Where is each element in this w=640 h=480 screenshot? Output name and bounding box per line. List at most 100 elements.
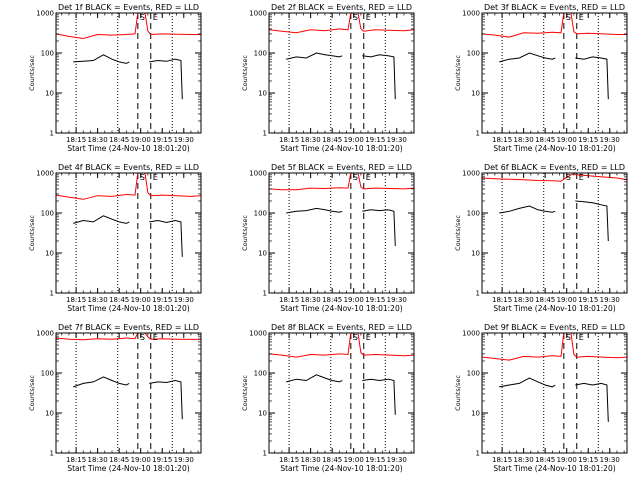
y-tick-label: 1 (263, 130, 267, 138)
y-axis-label: Counts/sec (28, 375, 36, 411)
y-tick-label: 100 (41, 370, 54, 378)
y-tick-label: 10 (45, 90, 54, 98)
plot-area (56, 173, 201, 293)
x-tick-label: 18:15 (279, 136, 299, 144)
plot-area (482, 173, 627, 293)
x-tick-label: 18:15 (492, 296, 512, 304)
plot-frame (268, 172, 415, 294)
y-axis-label: Counts/sec (454, 215, 462, 251)
y-tick-label: 100 (254, 210, 267, 218)
x-tick-label: 18:15 (66, 136, 86, 144)
y-tick-label: 1000 (462, 10, 480, 18)
panel-title: Det 2f BLACK = Events, RED = LLD (271, 3, 412, 12)
series-events-line (73, 215, 130, 224)
panel-title: Det 7f BLACK = Events, RED = LLD (58, 323, 199, 332)
y-tick-label: 10 (258, 250, 267, 258)
marker-label-e: E (153, 13, 158, 22)
marker-label-e: E (579, 333, 584, 342)
marker-label-e: E (579, 173, 584, 182)
marker-label-s: S (566, 333, 571, 342)
x-tick-label: 18:45 (109, 456, 129, 464)
x-tick-label: 19:15 (152, 136, 172, 144)
y-tick-label: 100 (467, 210, 480, 218)
y-axis-label: Counts/sec (241, 55, 249, 91)
marker-label-e: E (366, 333, 371, 342)
x-tick-label: 18:45 (109, 296, 129, 304)
x-tick-label: 19:15 (365, 456, 385, 464)
x-tick-label: 18:30 (88, 456, 108, 464)
series-events-line (499, 52, 556, 63)
y-tick-label: 100 (467, 50, 480, 58)
series-events-line (73, 54, 130, 64)
x-axis-label: Start Time (24-Nov-10 18:01:20) (67, 144, 189, 153)
x-tick-label: 19:15 (578, 296, 598, 304)
y-tick-label: 1000 (462, 330, 480, 338)
plot-frame (55, 332, 202, 454)
series-events-line (149, 58, 183, 100)
plot-frame (481, 172, 628, 294)
plot-area (269, 173, 414, 293)
y-tick-label: 10 (45, 410, 54, 418)
x-tick-label: 19:00 (131, 456, 151, 464)
x-tick-label: 19:15 (365, 136, 385, 144)
plot-frame (55, 172, 202, 294)
y-tick-label: 1 (476, 290, 480, 298)
y-tick-label: 1 (50, 290, 54, 298)
x-tick-label: 18:45 (535, 136, 555, 144)
series-lld-line (56, 333, 201, 341)
x-tick-label: 18:15 (66, 456, 86, 464)
series-events-line (362, 378, 396, 415)
x-tick-label: 19:00 (344, 456, 364, 464)
series-events-line (499, 205, 556, 214)
y-tick-label: 10 (258, 410, 267, 418)
x-tick-label: 18:15 (492, 456, 512, 464)
x-tick-label: 19:30 (387, 136, 407, 144)
series-events-line (499, 377, 556, 388)
x-tick-label: 19:00 (557, 136, 577, 144)
y-tick-label: 1000 (36, 10, 54, 18)
x-tick-label: 19:30 (387, 456, 407, 464)
series-events-line (149, 379, 183, 420)
x-tick-label: 18:45 (109, 136, 129, 144)
x-tick-label: 19:15 (578, 136, 598, 144)
panel-title: Det 6f BLACK = Events, RED = LLD (484, 163, 625, 172)
series-events-line (73, 376, 130, 388)
series-events-line (575, 382, 609, 422)
plot-frame (481, 332, 628, 454)
marker-label-e: E (153, 333, 158, 342)
x-tick-label: 19:30 (600, 456, 620, 464)
marker-label-s: S (140, 333, 145, 342)
y-tick-label: 1 (263, 290, 267, 298)
series-events-line (362, 54, 396, 100)
x-tick-label: 19:15 (152, 296, 172, 304)
plot-area (482, 333, 627, 453)
series-lld-line (269, 333, 414, 358)
y-tick-label: 1 (476, 450, 480, 458)
x-tick-label: 18:30 (514, 136, 534, 144)
y-tick-label: 1 (476, 130, 480, 138)
series-lld-line (269, 173, 414, 191)
panel-title: Det 4f BLACK = Events, RED = LLD (58, 163, 199, 172)
x-tick-label: 18:15 (66, 296, 86, 304)
y-tick-label: 1000 (36, 170, 54, 178)
y-tick-label: 1000 (462, 170, 480, 178)
y-tick-label: 1 (50, 130, 54, 138)
y-axis-label: Counts/sec (28, 215, 36, 251)
plot-area (482, 13, 627, 133)
x-axis-label: Start Time (24-Nov-10 18:01:20) (280, 464, 402, 473)
x-tick-label: 19:00 (131, 296, 151, 304)
series-lld-line (482, 333, 627, 361)
x-tick-label: 19:30 (174, 456, 194, 464)
y-tick-label: 100 (254, 370, 267, 378)
x-tick-label: 19:00 (344, 296, 364, 304)
y-tick-label: 10 (45, 250, 54, 258)
y-tick-label: 1000 (249, 330, 267, 338)
x-tick-label: 18:30 (301, 456, 321, 464)
x-tick-label: 19:30 (600, 136, 620, 144)
marker-label-s: S (140, 13, 145, 22)
